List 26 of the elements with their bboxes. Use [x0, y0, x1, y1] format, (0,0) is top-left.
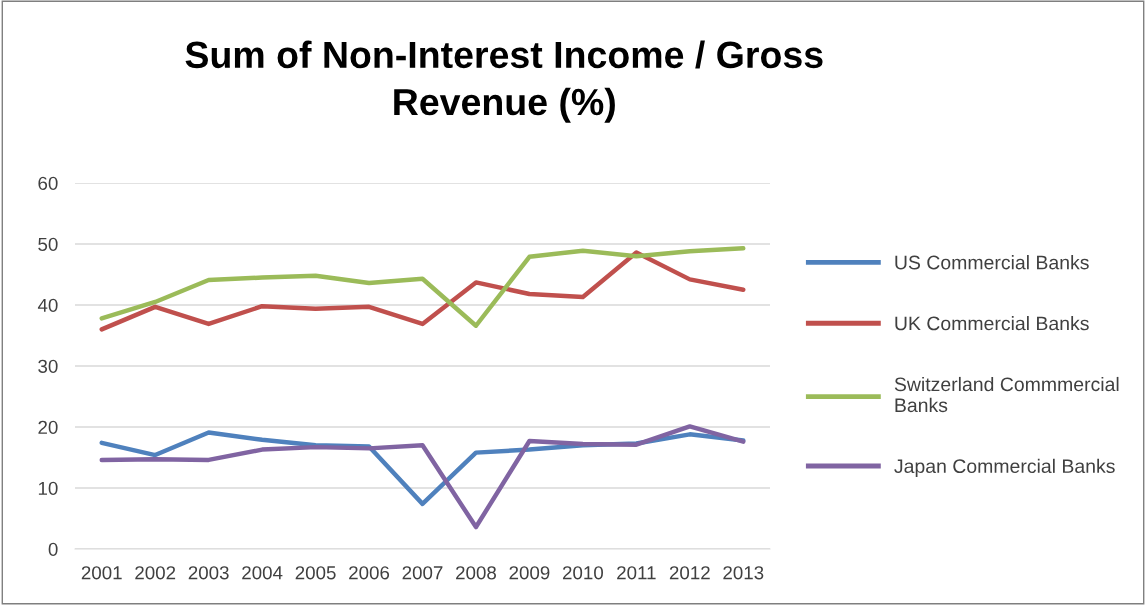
y-tick-label: 50	[38, 237, 58, 251]
x-tick-label: 2005	[295, 566, 336, 580]
x-tick-label: 2009	[509, 566, 550, 580]
x-tick-label: 2013	[723, 566, 764, 580]
line-series	[99, 424, 746, 530]
x-tick-label: 2008	[456, 566, 496, 580]
y-tick-label: 60	[38, 176, 58, 190]
x-tick-label: 2002	[135, 566, 176, 580]
x-tick-label: 2011	[617, 566, 656, 580]
y-tick-label: 40	[37, 298, 58, 312]
y-tick-label: 20	[38, 420, 58, 434]
x-tick-label: 2007	[402, 566, 443, 580]
y-tick-label: 30	[38, 359, 58, 373]
x-tick-label: 2012	[669, 566, 710, 580]
legend-label: Japan Commercial Banks	[894, 458, 1115, 477]
chart-title: Sum of Non-Interest Income / Gross Revenue (%)	[185, 40, 823, 123]
x-tick-label: 2006	[349, 566, 390, 580]
legend-label: UK Commercial Banks	[895, 316, 1089, 331]
legend-label: US Commercial Banks	[895, 255, 1089, 270]
x-tick-label: 2001	[81, 566, 122, 580]
x-tick-label: 2003	[188, 566, 229, 580]
x-tick-label: 2010	[562, 566, 604, 580]
x-tick-label: 2004	[242, 566, 283, 580]
y-tick-label: 0	[48, 542, 58, 556]
legend-label: Switzerland Commmercial Banks	[894, 376, 1119, 413]
y-tick-label: 10	[38, 481, 58, 495]
